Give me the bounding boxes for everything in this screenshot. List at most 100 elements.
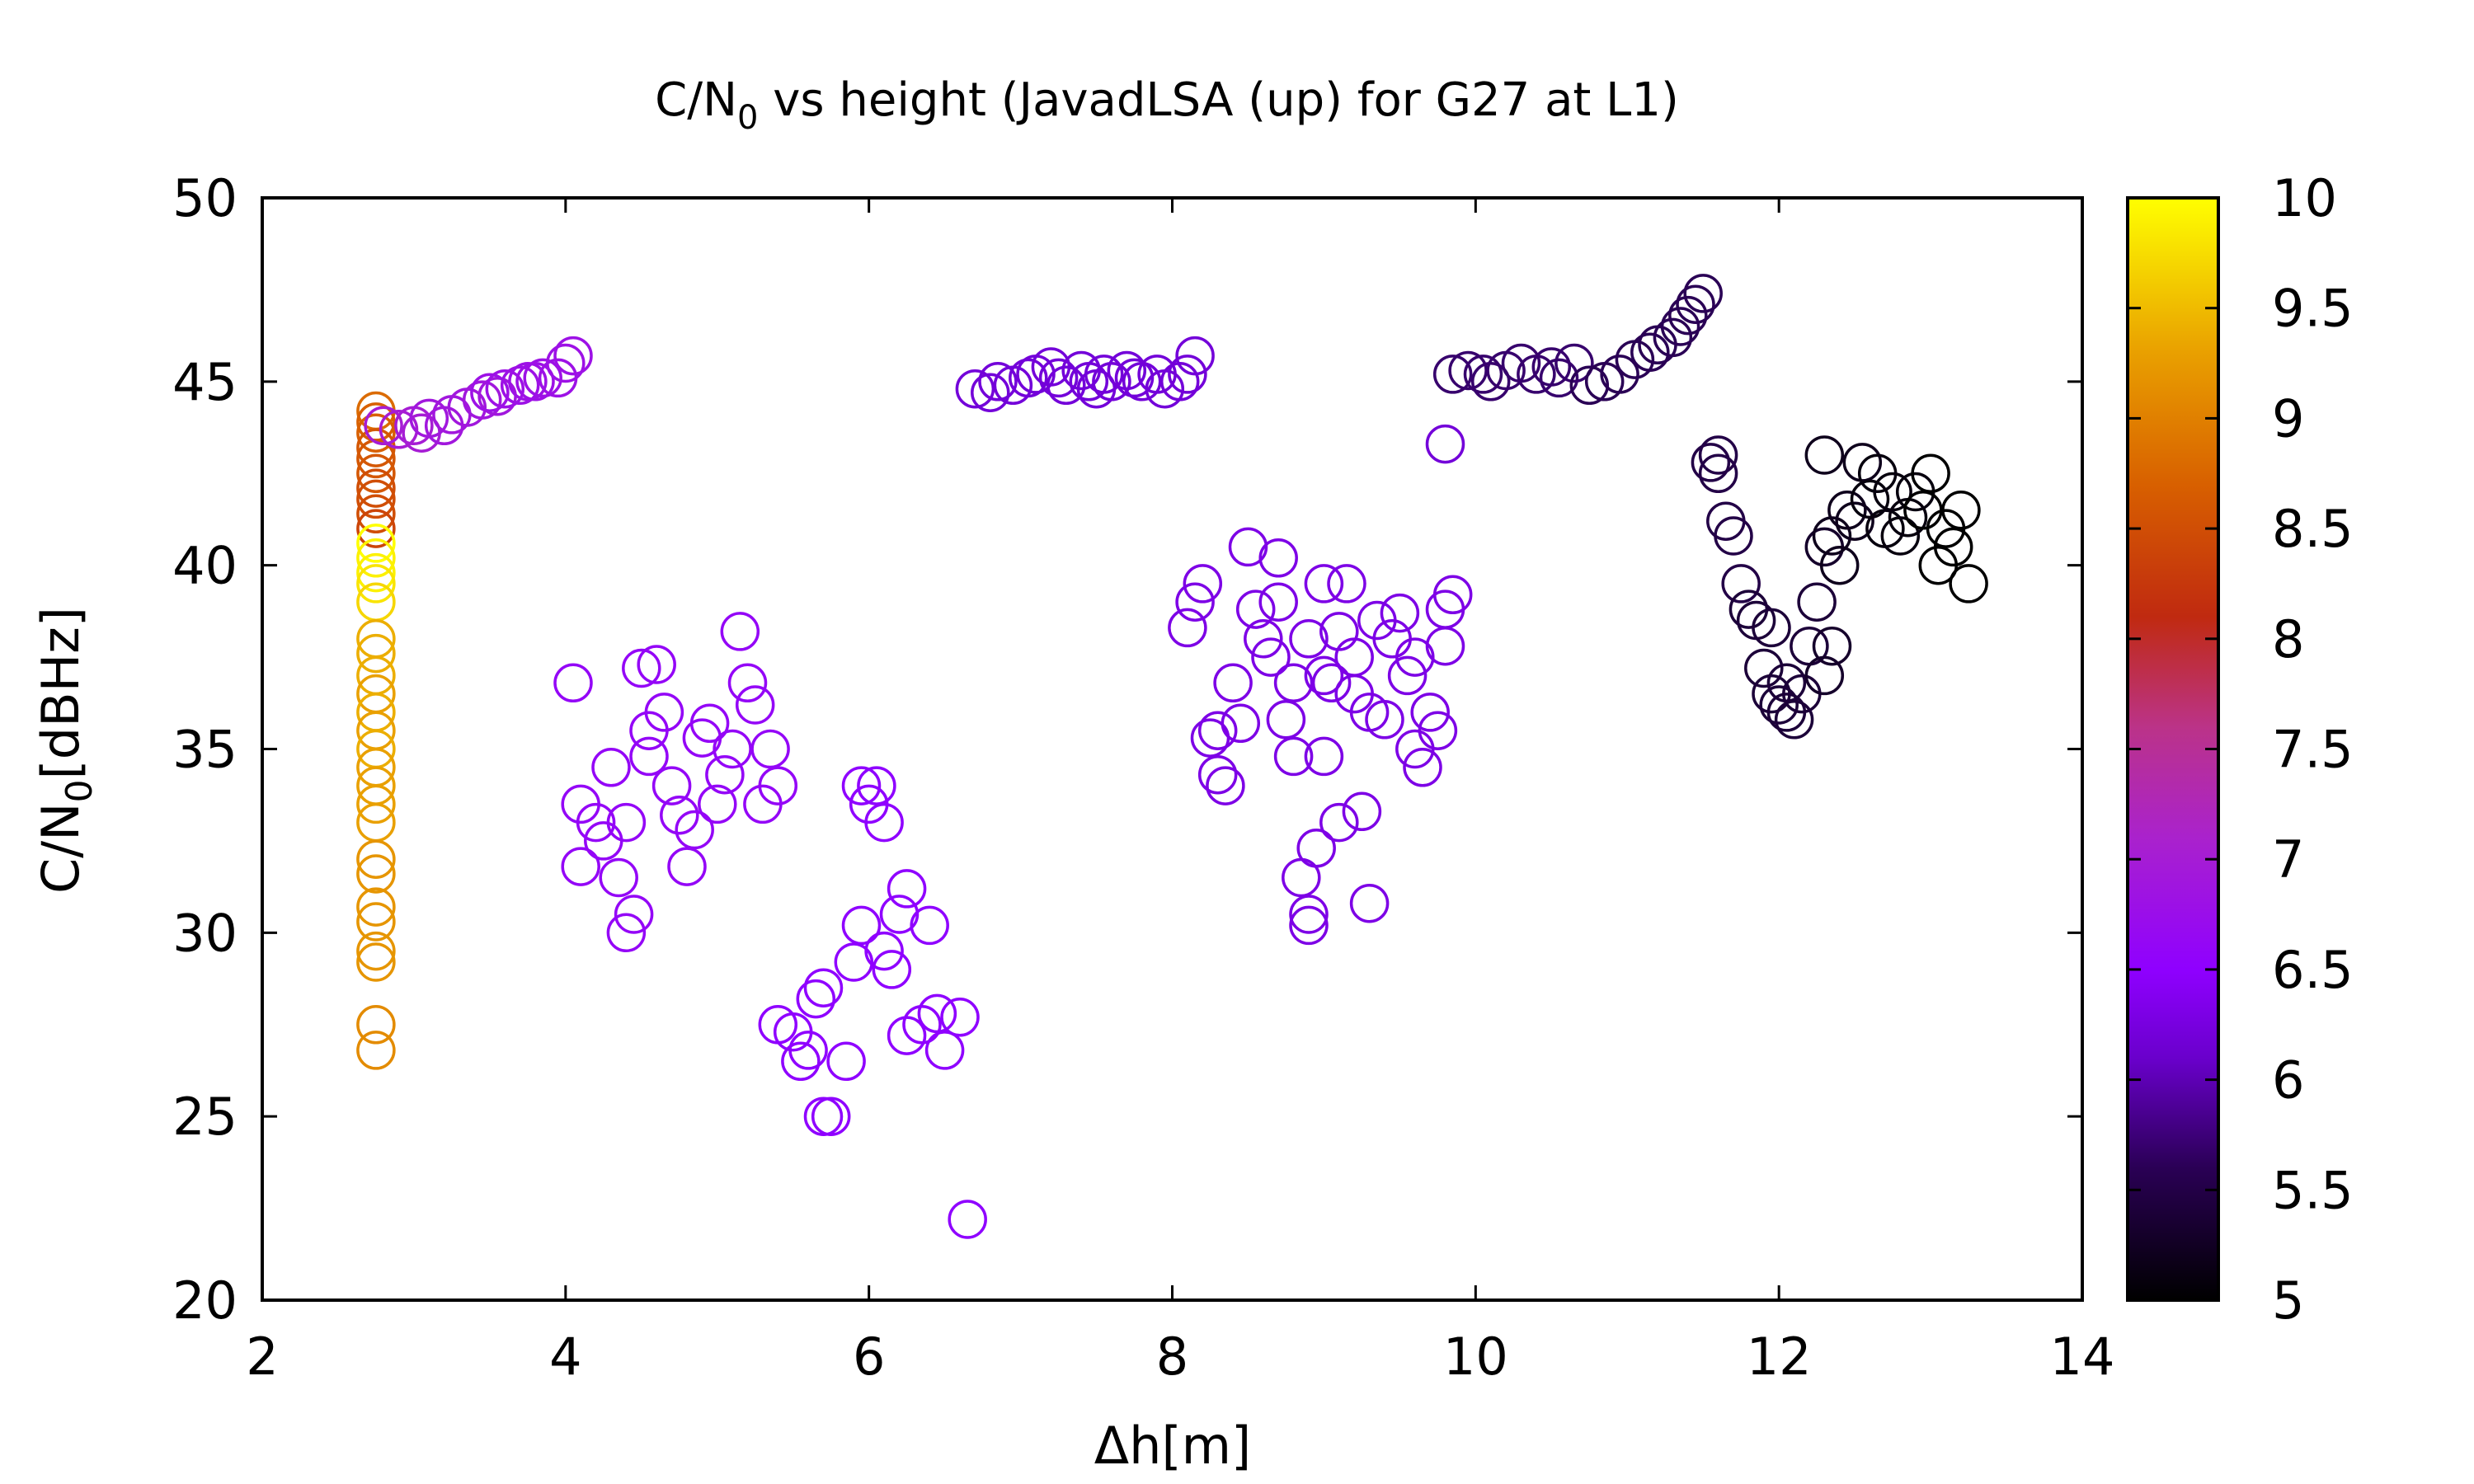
- x-axis-label: Δh[m]: [1094, 1416, 1251, 1476]
- data-point: [546, 343, 586, 383]
- data-point: [1827, 491, 1867, 530]
- data-point: [1038, 358, 1079, 398]
- data-point: [1539, 358, 1579, 398]
- x-tick-label: 8: [1156, 1327, 1188, 1387]
- data-point: [902, 1005, 942, 1045]
- data-point: [660, 795, 699, 835]
- data-point: [485, 369, 525, 409]
- y-tick-label: 50: [172, 168, 238, 228]
- data-point: [1228, 527, 1268, 567]
- data-point: [924, 1031, 965, 1070]
- data-point: [698, 784, 737, 824]
- data-point: [750, 729, 790, 769]
- x-tick-label: 12: [1747, 1327, 1812, 1387]
- data-point: [356, 931, 396, 971]
- data-point: [1084, 355, 1124, 394]
- data-point: [356, 413, 396, 453]
- data-point: [1653, 317, 1693, 358]
- data-point: [720, 612, 760, 651]
- y-tick-label: 25: [172, 1087, 238, 1147]
- data-point: [356, 509, 396, 548]
- data-point: [1197, 754, 1238, 795]
- data-point: [1213, 663, 1253, 703]
- data-point: [1304, 655, 1344, 696]
- data-point: [356, 1005, 396, 1045]
- data-point: [879, 895, 920, 934]
- data-point: [1668, 295, 1708, 336]
- data-point: [1432, 575, 1473, 615]
- data-point: [356, 633, 396, 674]
- x-axis-ticks: 2 4 6 8 10 12 14: [246, 198, 2114, 1387]
- y-tick-label: 45: [172, 352, 238, 412]
- data-point: [629, 736, 669, 777]
- data-point: [1311, 663, 1352, 703]
- data-point: [1425, 589, 1465, 629]
- y-tick-label: 35: [172, 720, 238, 780]
- data-point: [781, 1041, 821, 1082]
- colorbar-tick-label: 6: [2272, 1050, 2304, 1111]
- data-point: [1289, 895, 1329, 934]
- data-point: [1880, 516, 1921, 556]
- data-point: [1183, 564, 1223, 603]
- data-point: [1714, 516, 1753, 556]
- data-point: [1911, 453, 1950, 494]
- data-point: [1273, 663, 1314, 703]
- data-point: [1273, 736, 1314, 777]
- data-point: [591, 748, 631, 787]
- x-tick-label: 14: [2050, 1327, 2115, 1387]
- data-point: [1266, 700, 1306, 740]
- data-point: [614, 895, 654, 934]
- data-point: [1334, 637, 1374, 677]
- data-point: [1759, 685, 1799, 725]
- data-point: [1463, 355, 1503, 394]
- y-tick-label: 20: [172, 1270, 238, 1331]
- data-point: [1304, 564, 1344, 603]
- colorbar-tick-label: 7.5: [2272, 720, 2354, 780]
- data-point: [1941, 491, 1981, 530]
- colorbar-tick-label: 9.5: [2272, 279, 2354, 339]
- data-point: [803, 1097, 844, 1136]
- data-point: [1168, 608, 1207, 648]
- data-point: [1600, 355, 1639, 394]
- data-point: [727, 663, 768, 703]
- data-point: [1403, 748, 1442, 787]
- colorbar-tick-label: 8.5: [2272, 499, 2354, 559]
- data-point: [940, 998, 980, 1037]
- x-tick-label: 6: [853, 1327, 885, 1387]
- data-point: [864, 802, 904, 843]
- data-point: [1175, 336, 1215, 376]
- data-point: [1410, 693, 1450, 732]
- data-point: [1047, 365, 1086, 406]
- data-point: [826, 1041, 866, 1082]
- x-tick-label: 4: [549, 1327, 581, 1387]
- data-point: [713, 729, 752, 769]
- data-point: [887, 869, 927, 909]
- data-point: [1175, 582, 1215, 622]
- data-point: [1448, 350, 1488, 391]
- data-point: [356, 453, 396, 494]
- data-point: [857, 766, 896, 805]
- x-tick-label: 2: [246, 1327, 278, 1387]
- data-point: [1501, 343, 1541, 383]
- data-point: [606, 913, 647, 953]
- data-point: [356, 854, 396, 894]
- data-point: [917, 993, 957, 1034]
- data-point: [553, 663, 593, 703]
- data-point: [1744, 648, 1784, 688]
- data-point: [561, 847, 600, 886]
- data-point: [356, 538, 396, 578]
- colorbar-ticks: 5 5.5 6 6.5 7 7.5 8 8.5 9 9.5 10: [2128, 168, 2354, 1331]
- data-point: [1660, 307, 1700, 346]
- data-point: [1842, 443, 1883, 482]
- data-point: [796, 979, 836, 1019]
- data-point: [379, 410, 419, 449]
- data-point: [462, 380, 502, 420]
- data-point: [622, 648, 661, 688]
- data-point: [1304, 736, 1344, 777]
- data-point: [356, 479, 396, 519]
- data-point: [356, 439, 396, 479]
- data-point: [644, 693, 684, 732]
- data-point: [500, 365, 540, 406]
- data-point: [508, 362, 548, 402]
- data-point: [788, 1031, 828, 1070]
